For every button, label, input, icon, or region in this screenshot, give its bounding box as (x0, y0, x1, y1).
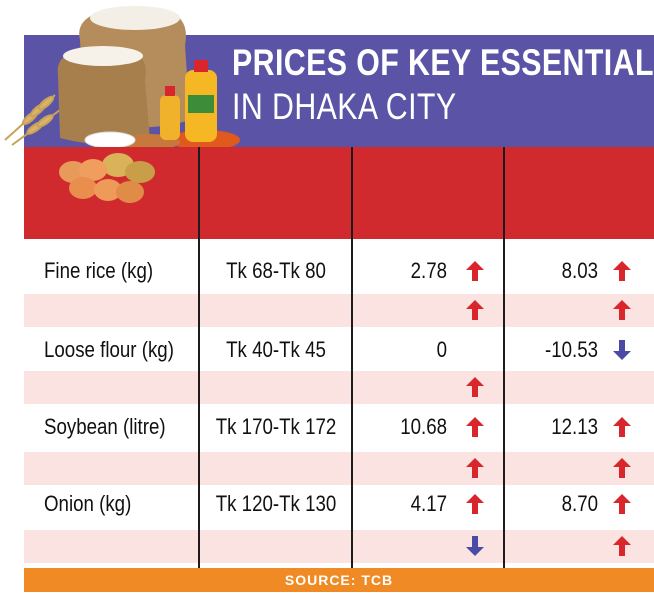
change-value-1: 4.17 (410, 491, 447, 516)
arrow-up-icon (613, 261, 631, 281)
change-value-1: 10.68 (400, 414, 447, 439)
price-range: Tk 120-Tk 130 (215, 491, 337, 516)
title-line-1: PRICES OF KEY ESSENTIALS (232, 42, 654, 83)
arrow-up-icon (466, 458, 484, 478)
change-value-2: 8.03 (561, 258, 598, 283)
groceries-illustration (4, 6, 240, 150)
arrow-up-icon (466, 417, 484, 437)
price-range: Tk 40-Tk 45 (226, 337, 326, 362)
item-name: Soybean (litre) (44, 414, 166, 439)
source-footer: SOURCE: TCB (24, 568, 654, 592)
arrow-up-icon (466, 494, 484, 514)
price-range: Tk 170-Tk 172 (215, 414, 337, 439)
table-subrow (24, 452, 654, 485)
table-subrow (24, 371, 654, 404)
change-value-2: 8.70 (561, 491, 598, 516)
source-label: SOURCE: TCB (284, 572, 394, 588)
change-value-2: -10.53 (544, 337, 598, 362)
table-subrow (24, 530, 654, 563)
table-subrow (24, 294, 654, 327)
title-line-2: IN DHAKA CITY (232, 86, 457, 127)
arrow-down-icon (613, 340, 631, 360)
price-range: Tk 68-Tk 80 (226, 258, 326, 283)
change-value-2: 12.13 (551, 414, 598, 439)
arrow-up-icon (613, 417, 631, 437)
item-name: Fine rice (kg) (44, 258, 154, 283)
column-divider (351, 147, 353, 568)
column-divider (503, 147, 505, 568)
arrow-up-icon (613, 300, 631, 320)
arrow-up-icon (466, 261, 484, 281)
arrow-up-icon (613, 494, 631, 514)
change-value-1: 2.78 (410, 258, 447, 283)
arrow-up-icon (613, 458, 631, 478)
column-divider (198, 147, 200, 568)
arrow-up-icon (466, 377, 484, 397)
eggs-potatoes-illustration (59, 153, 155, 203)
arrow-up-icon (466, 300, 484, 320)
arrow-up-icon (613, 536, 631, 556)
arrow-down-icon (466, 536, 484, 556)
item-name: Loose flour (kg) (44, 337, 174, 362)
item-name: Onion (kg) (44, 491, 132, 516)
change-value-1: 0 (436, 337, 447, 362)
